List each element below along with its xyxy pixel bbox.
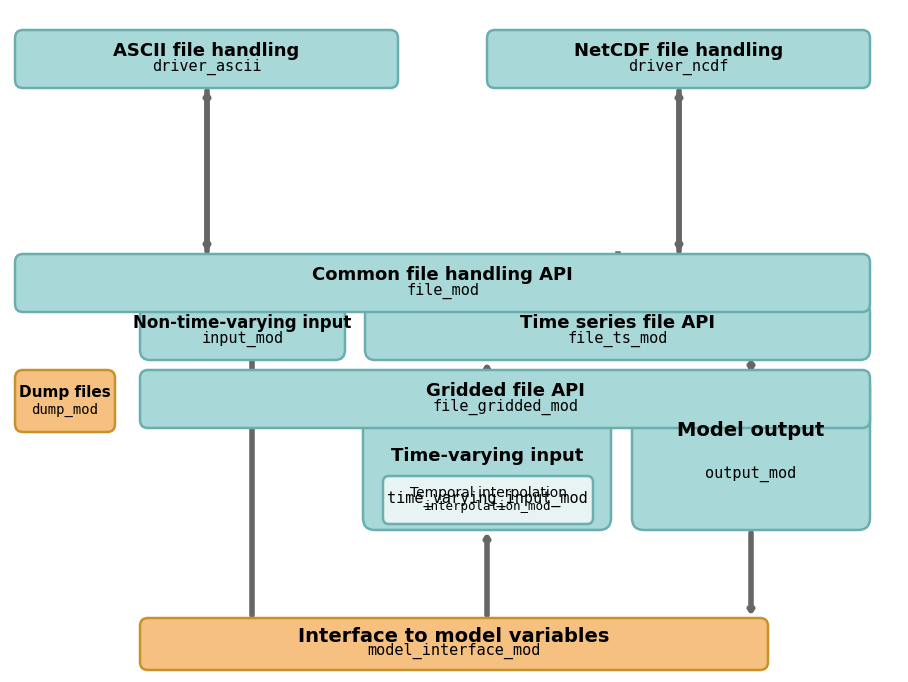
Text: model_interface_mod: model_interface_mod <box>368 643 540 659</box>
Text: Interface to model variables: Interface to model variables <box>299 627 609 647</box>
Text: interpolation_mod: interpolation_mod <box>424 500 552 514</box>
FancyBboxPatch shape <box>15 30 398 88</box>
FancyBboxPatch shape <box>140 302 345 360</box>
FancyBboxPatch shape <box>363 375 611 530</box>
FancyBboxPatch shape <box>383 476 593 524</box>
Text: Time-varying input: Time-varying input <box>390 447 583 465</box>
Text: Non-time-varying input: Non-time-varying input <box>133 314 351 332</box>
Text: dump_mod: dump_mod <box>32 402 98 417</box>
Text: output_mod: output_mod <box>706 466 796 482</box>
FancyBboxPatch shape <box>632 375 870 530</box>
FancyBboxPatch shape <box>140 618 768 670</box>
Text: time_varying_input_mod: time_varying_input_mod <box>387 491 587 507</box>
FancyBboxPatch shape <box>140 370 870 428</box>
Text: file_gridded_mod: file_gridded_mod <box>432 399 578 415</box>
Text: Model output: Model output <box>677 421 824 441</box>
Text: ASCII file handling: ASCII file handling <box>114 42 300 60</box>
Text: Dump files: Dump files <box>19 385 111 400</box>
FancyBboxPatch shape <box>15 370 115 432</box>
Text: Common file handling API: Common file handling API <box>312 266 573 284</box>
FancyBboxPatch shape <box>15 254 870 312</box>
Text: file_ts_mod: file_ts_mod <box>568 331 667 347</box>
Text: Gridded file API: Gridded file API <box>426 382 585 400</box>
Text: NetCDF file handling: NetCDF file handling <box>574 42 783 60</box>
Text: driver_ncdf: driver_ncdf <box>628 59 729 75</box>
Text: Time series file API: Time series file API <box>520 314 715 332</box>
FancyBboxPatch shape <box>487 30 870 88</box>
Text: input_mod: input_mod <box>202 331 283 347</box>
Text: file_mod: file_mod <box>406 283 479 299</box>
Text: Temporal interpolation: Temporal interpolation <box>410 486 567 501</box>
FancyBboxPatch shape <box>365 302 870 360</box>
Text: driver_ascii: driver_ascii <box>152 59 262 75</box>
